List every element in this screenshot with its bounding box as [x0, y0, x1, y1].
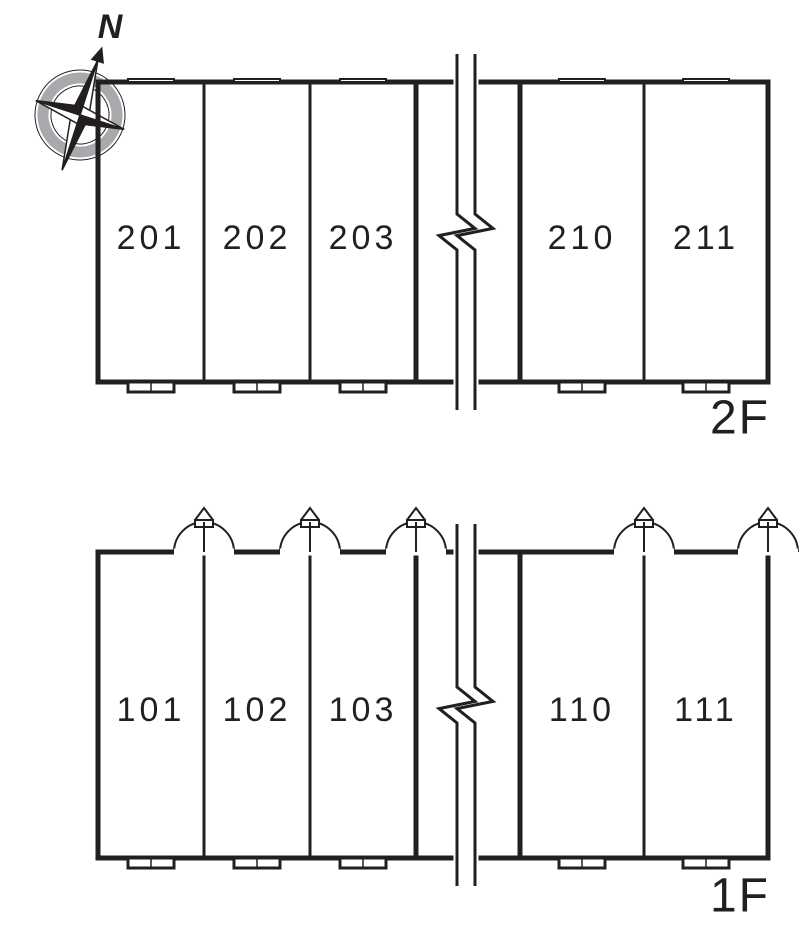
unit-label-101: 101	[117, 691, 186, 729]
compass-icon: N	[18, 8, 146, 184]
floor-2F: 201 202 203 210 211 2F	[98, 54, 770, 445]
entrance-roof-icon	[301, 508, 319, 520]
window-sill-icon	[340, 79, 386, 82]
unit-label-211: 211	[673, 219, 739, 257]
compass-n-label: N	[98, 8, 124, 46]
entrance-roof-icon	[407, 508, 425, 520]
window-sill-icon	[234, 79, 280, 82]
window-sill-icon	[559, 79, 605, 82]
floor-plan-diagram: N 201 202 203 210 211 2F 101 102 103 110 111 1F	[0, 0, 800, 940]
unit-label-203: 203	[329, 219, 398, 257]
floor-label-2F: 2F	[710, 392, 770, 445]
unit-label-201: 201	[117, 219, 186, 257]
entrance-roof-icon	[635, 508, 653, 520]
unit-label-210: 210	[548, 219, 617, 257]
entrance-roof-icon	[195, 508, 213, 520]
entrance-roof-icon	[759, 508, 777, 520]
unit-label-103: 103	[329, 691, 398, 729]
floor-1F: 101 102 103 110 111 1F	[98, 508, 798, 923]
unit-label-111: 111	[674, 691, 738, 729]
window-sill-icon	[683, 79, 729, 82]
floor-label-1F: 1F	[710, 870, 770, 923]
unit-label-202: 202	[223, 219, 292, 257]
window-sill-icon	[128, 79, 174, 82]
unit-label-110: 110	[549, 691, 615, 729]
unit-label-102: 102	[223, 691, 292, 729]
